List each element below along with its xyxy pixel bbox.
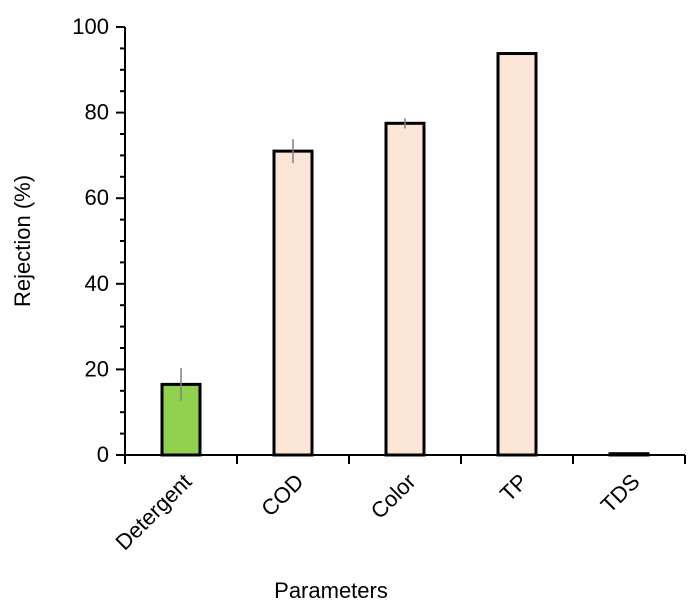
- bar-cod: [272, 149, 314, 457]
- x-tick-label: TP: [495, 469, 533, 507]
- x-tick-label: TDS: [596, 469, 645, 518]
- x-axis-title: Parameters: [274, 578, 388, 603]
- x-tick-label: Detergent: [111, 469, 197, 555]
- y-tick-label: 60: [85, 185, 109, 210]
- x-tick-label: COD: [256, 469, 308, 521]
- x-tick-label: Color: [366, 469, 421, 524]
- error-bars-layer: [180, 118, 406, 401]
- bar-tp: [496, 52, 538, 457]
- y-tick-label: 80: [85, 100, 109, 125]
- y-tick-label: 20: [85, 356, 109, 381]
- y-tick-label: 100: [72, 14, 109, 39]
- ticks-layer: [116, 26, 686, 464]
- tick-labels-layer: 0 20 40 60 80 100 Detergent COD Color TP TDS: [72, 14, 644, 555]
- bar-color: [384, 121, 426, 457]
- bars-layer: [160, 52, 650, 457]
- y-tick-label: 40: [85, 271, 109, 296]
- y-axis-title: Rejection (%): [10, 175, 35, 307]
- y-tick-label: 0: [97, 442, 109, 467]
